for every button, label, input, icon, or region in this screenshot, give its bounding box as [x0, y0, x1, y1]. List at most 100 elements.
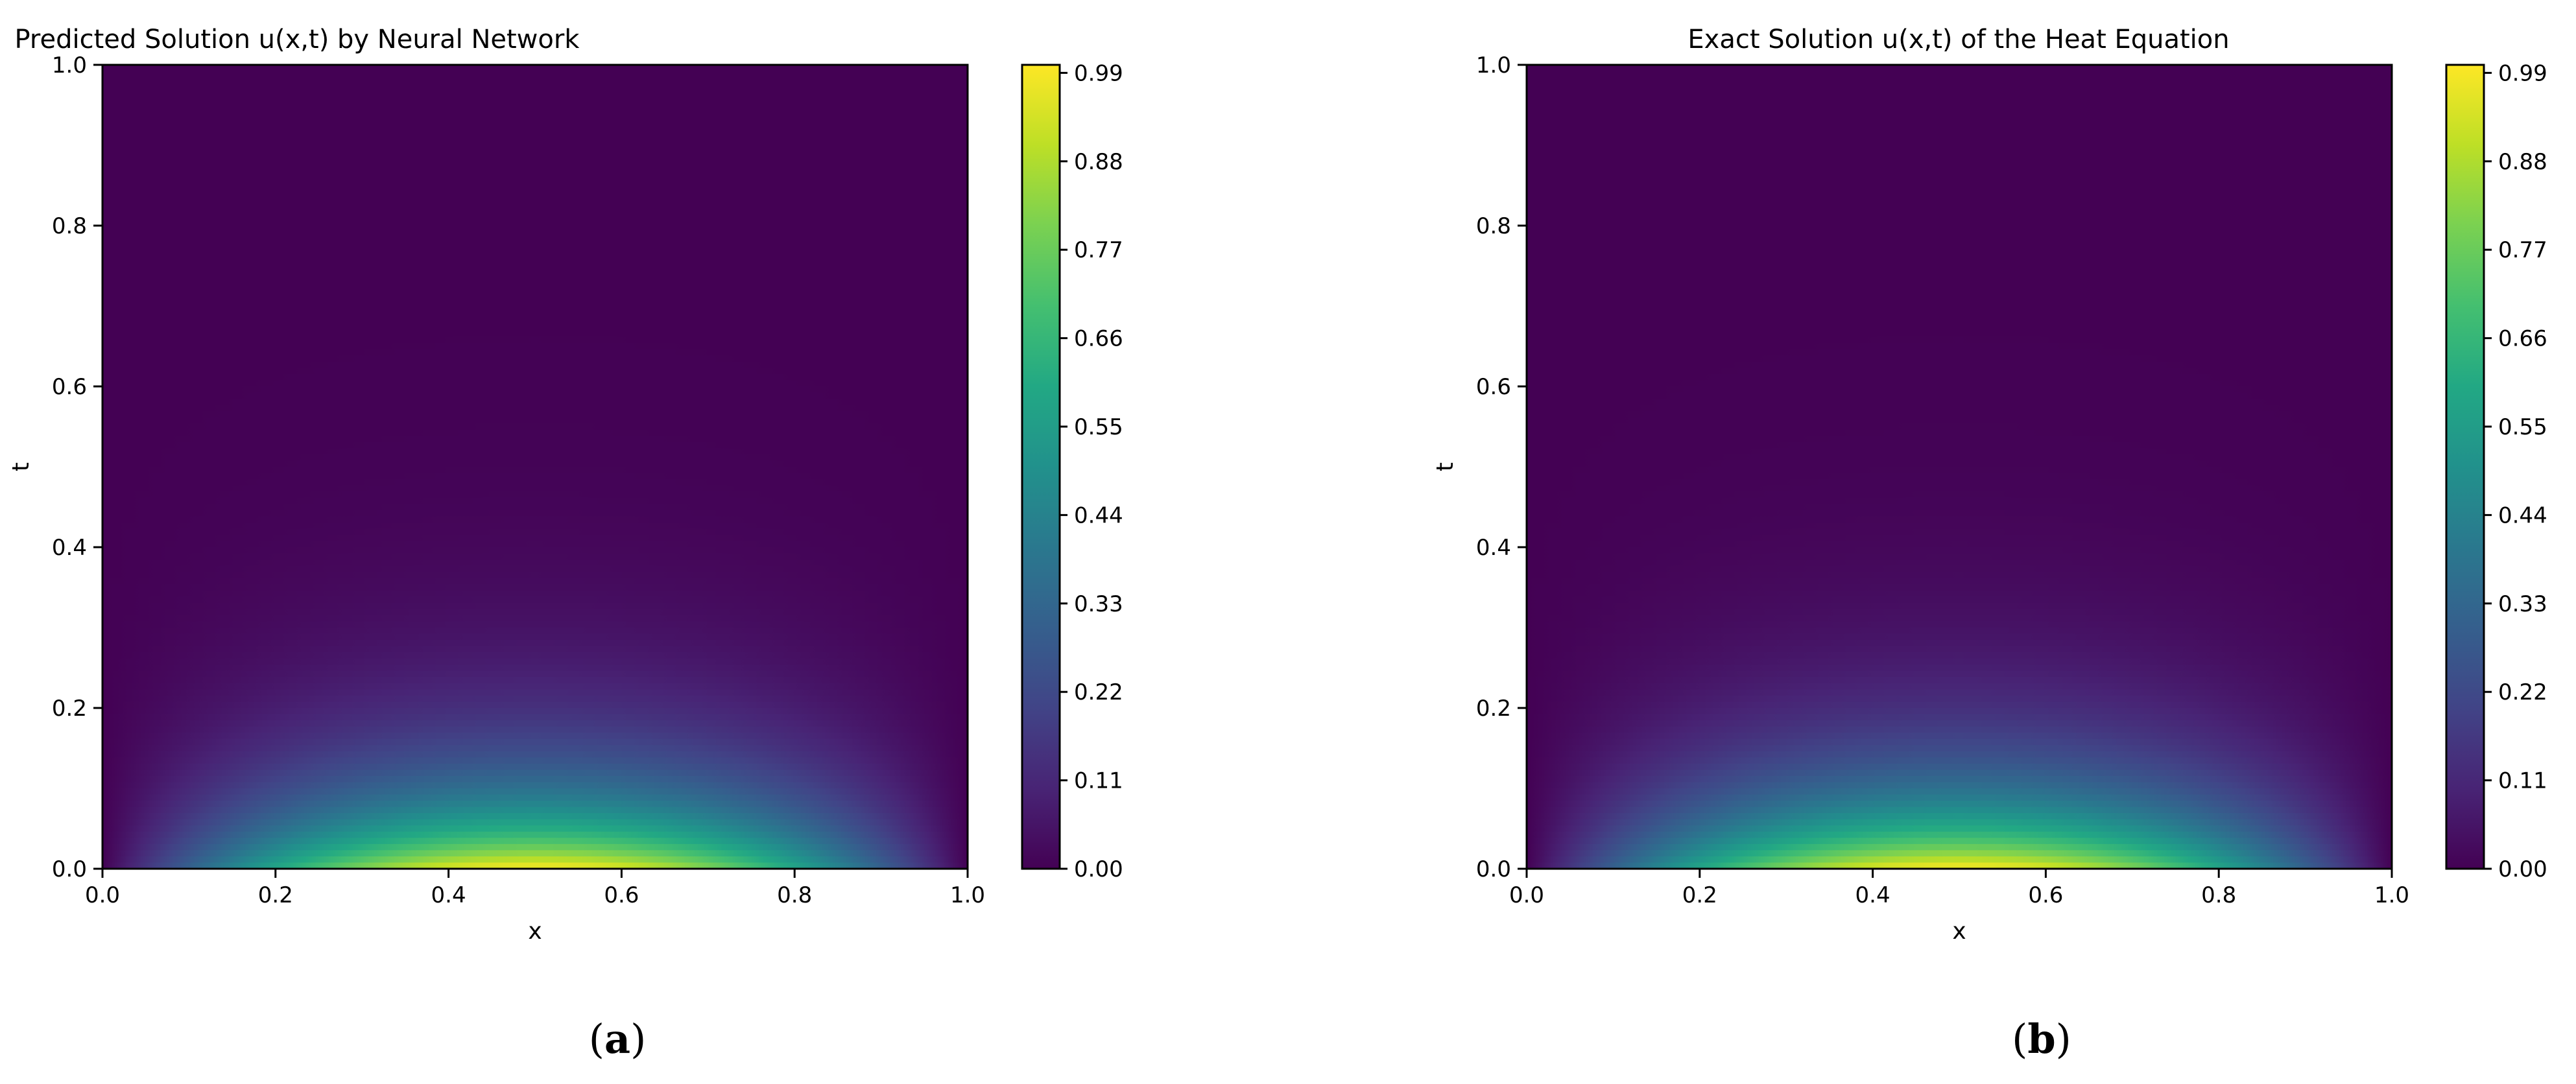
heatmap-band: [1527, 151, 2392, 158]
heatmap-band: [1527, 250, 2392, 257]
heatmap-band: [1527, 324, 2392, 331]
x-tick-label: 0.8: [777, 882, 812, 908]
heatmap-band: [1527, 244, 2392, 251]
heatmap-band: [1527, 77, 2392, 84]
heatmap-band: [1527, 831, 2392, 839]
heatmap-band: [1527, 733, 2392, 740]
heatmap-band: [102, 646, 968, 653]
y-tick-label: 0.2: [1476, 696, 1511, 722]
heatmap-band: [102, 368, 968, 375]
heatmap-band: [102, 856, 968, 864]
heatmap-band: [102, 831, 968, 839]
heatmap-band: [102, 120, 968, 128]
heatmap-band: [102, 794, 968, 801]
heatmap-band: [102, 151, 968, 158]
x-tick-label: 0.6: [2028, 882, 2063, 908]
heatmap-band: [1527, 467, 2392, 474]
heatmap-band: [1527, 170, 2392, 177]
x-tick-label: 0.4: [1855, 882, 1890, 908]
x-tick-label: 0.6: [604, 882, 639, 908]
heatmap-band: [102, 775, 968, 783]
heatmap-band: [102, 263, 968, 270]
heatmap-band: [102, 182, 968, 189]
heatmap-band: [102, 244, 968, 251]
heatmap-band: [1527, 572, 2392, 579]
heatmap-band: [1527, 293, 2392, 301]
heatmap-band: [102, 770, 968, 777]
heatmap-band: [1527, 602, 2392, 610]
heatmap-band: [102, 534, 968, 542]
panel-a: Predicted Solution u(x,t) by Neural Netw…: [8, 25, 1123, 1063]
heatmap-band: [1527, 442, 2392, 449]
heatmap-band: [102, 751, 968, 759]
heatmap-band: [102, 701, 968, 709]
y-tick-label: 0.0: [1476, 856, 1511, 882]
heatmap-band: [102, 467, 968, 474]
heatmap-band: [1527, 256, 2392, 264]
heatmap-band: [102, 200, 968, 208]
heatmap-band: [1527, 720, 2392, 727]
heatmap-band: [102, 256, 968, 264]
heatmap-band: [1527, 714, 2392, 721]
heatmap-band: [102, 504, 968, 511]
heatmap-band: [1527, 429, 2392, 437]
heatmap-band: [102, 300, 968, 307]
heatmap-band: [1527, 677, 2392, 684]
heatmap-band: [102, 399, 968, 406]
colorbar-tick-label: 0.55: [1074, 414, 1123, 440]
heatmap-band: [102, 83, 968, 90]
heatmap-band: [102, 689, 968, 696]
heatmap-band: [1527, 850, 2392, 857]
heatmap-band: [102, 145, 968, 152]
y-axis-ticks: 0.0 0.2 0.4 0.6 0.8 1.0: [52, 53, 102, 882]
heatmap-band: [1527, 479, 2392, 486]
heatmap-band: [102, 862, 968, 869]
heatmap-band: [1527, 763, 2392, 771]
heatmap-band: [1527, 281, 2392, 289]
colorbar-frame: [1021, 64, 1061, 870]
heatmap-band: [1527, 188, 2392, 196]
heatmap-band: [102, 473, 968, 480]
heatmap-band: [1527, 231, 2392, 239]
heatmap-band: [1527, 300, 2392, 307]
heatmap-band: [102, 801, 968, 808]
heatmap-band: [102, 213, 968, 220]
x-tick-label: 0.2: [1682, 882, 1717, 908]
colorbar-tick-label: 0.88: [2498, 149, 2547, 175]
heatmap-band: [1527, 615, 2392, 622]
heatmap-band: [102, 683, 968, 690]
heatmap-band: [1527, 528, 2392, 536]
y-tick-label: 0.6: [52, 374, 87, 400]
heatmap-band: [102, 782, 968, 789]
heatmap-band: [1527, 213, 2392, 220]
heatmap-band: [102, 250, 968, 257]
heatmap-band: [102, 677, 968, 684]
x-tick-label: 1.0: [950, 882, 985, 908]
heatmap-band: [1527, 541, 2392, 548]
heatmap-band: [1527, 695, 2392, 703]
heatmap-band: [1527, 95, 2392, 103]
heatmap-band: [1527, 665, 2392, 672]
colorbar-tick-label: 0.77: [1074, 237, 1123, 263]
heatmap-band: [1527, 287, 2392, 294]
colorbar-tick-label: 0.00: [1074, 856, 1123, 882]
heatmap-band: [1527, 628, 2392, 635]
heatmap-band: [102, 194, 968, 202]
x-tick-label: 0.4: [431, 882, 466, 908]
colorbar-gradient: [2446, 65, 2484, 869]
heatmap-band: [102, 516, 968, 523]
heatmap-band: [102, 733, 968, 740]
heatmap-band: [102, 380, 968, 387]
heatmap-band: [102, 460, 968, 467]
heatmap-band: [1527, 819, 2392, 827]
x-tick-label: 1.0: [2374, 882, 2409, 908]
heatmap-band: [1527, 751, 2392, 759]
y-tick-label: 0.6: [1476, 374, 1511, 400]
heatmap-band: [102, 132, 968, 140]
heatmap-band: [102, 139, 968, 146]
heatmap-band: [1527, 646, 2392, 653]
heatmap-band: [102, 331, 968, 338]
chart-title: Predicted Solution u(x,t) by Neural Netw…: [15, 25, 580, 54]
colorbar-tick-label: 0.99: [1074, 60, 1123, 86]
heatmap-band: [102, 609, 968, 616]
